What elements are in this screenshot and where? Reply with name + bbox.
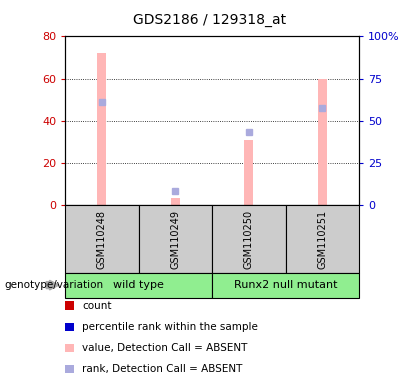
Bar	[171, 198, 180, 205]
FancyArrow shape	[46, 280, 59, 290]
Text: Runx2 null mutant: Runx2 null mutant	[234, 280, 337, 290]
Text: GDS2186 / 129318_at: GDS2186 / 129318_at	[134, 13, 286, 27]
Bar	[244, 140, 253, 205]
Text: GSM110248: GSM110248	[97, 210, 107, 268]
Text: genotype/variation: genotype/variation	[4, 280, 103, 290]
Text: count: count	[82, 301, 111, 311]
Text: rank, Detection Call = ABSENT: rank, Detection Call = ABSENT	[82, 364, 242, 374]
Text: GSM110251: GSM110251	[318, 210, 327, 268]
Bar	[318, 79, 327, 205]
Text: percentile rank within the sample: percentile rank within the sample	[82, 322, 258, 332]
Text: value, Detection Call = ABSENT: value, Detection Call = ABSENT	[82, 343, 247, 353]
Bar	[97, 53, 106, 205]
Text: GSM110250: GSM110250	[244, 210, 254, 268]
Text: GSM110249: GSM110249	[171, 210, 180, 268]
Text: wild type: wild type	[113, 280, 164, 290]
